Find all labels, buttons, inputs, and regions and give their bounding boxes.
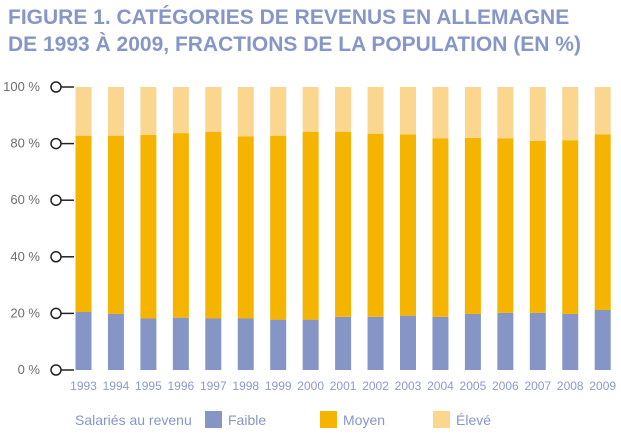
chart-title-line-2: DE 1993 À 2009, FRACTIONS DE LA POPULATI… — [8, 33, 581, 56]
x-tick-label: 1996 — [167, 379, 194, 393]
legend-label-eleve: Élevé — [456, 412, 491, 428]
bar-moyen-1998 — [237, 136, 254, 319]
bar-moyen-1993 — [75, 135, 92, 312]
bar-moyen-1996 — [172, 133, 189, 318]
bar-eleve-1996 — [172, 87, 189, 134]
legend: Salariés au revenu Faible Moyen Élevé — [75, 411, 491, 428]
bar-faible-1995 — [140, 318, 157, 370]
y-tick-label: 100 % — [3, 79, 40, 94]
bar-moyen-2002 — [367, 133, 384, 317]
legend-title: Salariés au revenu — [75, 412, 192, 428]
bar-moyen-2001 — [335, 131, 352, 317]
y-tick-marker — [50, 81, 62, 93]
bar-faible-1998 — [237, 318, 254, 370]
bar-faible-2005 — [464, 313, 481, 370]
bar-faible-2000 — [302, 319, 319, 370]
bar-eleve-1997 — [205, 87, 222, 132]
bar-eleve-2009 — [594, 87, 611, 135]
bar-eleve-2001 — [335, 87, 352, 132]
y-tick-marker — [50, 364, 62, 376]
y-tick-marker — [50, 251, 62, 263]
x-tick-label: 2002 — [362, 379, 389, 393]
bar-moyen-2007 — [529, 140, 546, 313]
bar-faible-1994 — [107, 313, 124, 370]
bar-eleve-1999 — [270, 87, 287, 136]
x-tick-label: 2005 — [460, 379, 487, 393]
bar-eleve-2000 — [302, 87, 319, 132]
bar-faible-2007 — [529, 312, 546, 370]
legend-swatch-faible — [205, 411, 222, 428]
bar-moyen-2009 — [594, 134, 611, 311]
bar-faible-1993 — [75, 311, 92, 370]
x-tick-label: 1999 — [265, 379, 292, 393]
x-tick-label: 2008 — [557, 379, 584, 393]
bar-eleve-2008 — [562, 87, 579, 141]
bar-faible-2004 — [432, 316, 449, 370]
y-tick-marker — [50, 137, 62, 150]
x-tick-label: 2004 — [427, 379, 454, 393]
legend-label-moyen: Moyen — [343, 412, 385, 428]
bar-faible-2009 — [594, 310, 611, 370]
x-tick-label: 2007 — [524, 379, 551, 393]
y-tick-marker — [50, 307, 62, 320]
chart-title: FIGURE 1. CATÉGORIES DE REVENUS EN ALLEM… — [8, 4, 618, 58]
y-tick-label: 80 % — [10, 136, 40, 151]
legend-swatch-eleve — [433, 411, 450, 428]
bar-moyen-1995 — [140, 134, 157, 319]
y-tick-label: 0 % — [18, 362, 41, 377]
x-tick-label: 1998 — [232, 379, 259, 393]
bar-eleve-2005 — [464, 87, 481, 138]
chart-title-line-1: FIGURE 1. CATÉGORIES DE REVENUS EN ALLEM… — [8, 6, 570, 29]
bar-faible-2006 — [497, 312, 514, 370]
bar-eleve-2002 — [367, 87, 384, 134]
bar-faible-2008 — [562, 313, 579, 370]
x-tick-label: 2006 — [492, 379, 519, 393]
bar-eleve-2007 — [529, 87, 546, 141]
bar-faible-1996 — [172, 317, 189, 370]
bars — [75, 87, 611, 370]
y-tick-label: 20 % — [10, 305, 40, 320]
bar-faible-2002 — [367, 316, 384, 370]
y-tick-label: 60 % — [10, 192, 40, 207]
legend-label-faible: Faible — [228, 412, 266, 428]
x-tick-label: 1995 — [135, 379, 162, 393]
bar-eleve-2004 — [432, 87, 449, 139]
bar-eleve-1994 — [107, 87, 124, 136]
bar-faible-2003 — [400, 315, 416, 370]
y-tick-label: 40 % — [10, 249, 40, 264]
x-tick-label: 2009 — [589, 379, 616, 393]
bar-moyen-2005 — [464, 137, 481, 314]
bar-faible-1997 — [205, 318, 222, 370]
bar-eleve-1995 — [140, 87, 157, 135]
bar-eleve-1993 — [75, 87, 92, 136]
bar-eleve-2003 — [400, 87, 416, 135]
bar-moyen-1994 — [107, 135, 124, 314]
x-tick-label: 2001 — [330, 379, 357, 393]
bar-moyen-2008 — [562, 140, 579, 314]
bar-eleve-1998 — [237, 87, 254, 137]
x-tick-label: 1997 — [200, 379, 227, 393]
bar-moyen-1997 — [205, 131, 222, 319]
legend-swatch-moyen — [320, 411, 337, 428]
x-axis: 1993 1994 1995 1996 1997 1998 1999 2000 2001 2002… — [70, 379, 616, 393]
bar-moyen-1999 — [270, 135, 287, 320]
y-axis: 0 % 20 % 40 % 60 % 80 % 100 % — [3, 79, 74, 377]
y-tick-marker — [50, 194, 62, 206]
x-tick-label: 2003 — [395, 379, 422, 393]
bar-moyen-2004 — [432, 138, 449, 317]
bar-faible-1999 — [270, 319, 287, 370]
x-tick-label: 2000 — [297, 379, 324, 393]
bar-moyen-2000 — [302, 131, 319, 320]
x-tick-label: 1994 — [103, 379, 130, 393]
bar-moyen-2006 — [497, 138, 514, 313]
bar-eleve-2006 — [497, 87, 514, 139]
bar-moyen-2003 — [400, 134, 416, 316]
bar-faible-2001 — [335, 316, 352, 370]
x-tick-label: 1993 — [70, 379, 97, 393]
